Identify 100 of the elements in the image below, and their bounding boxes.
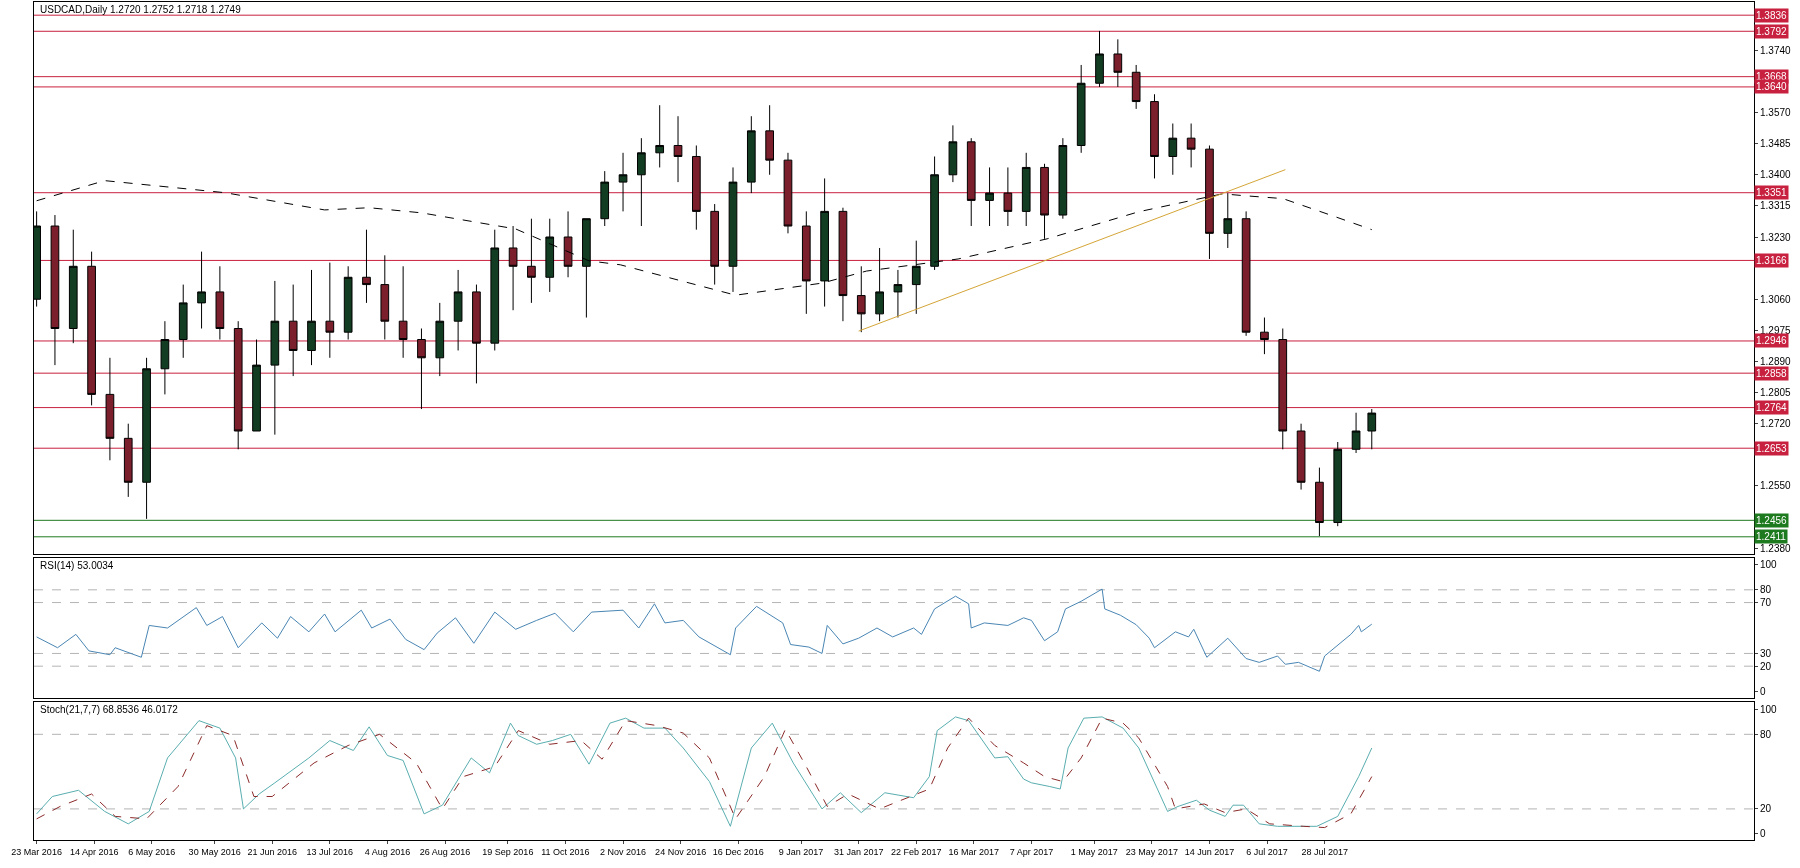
x-tick-label: 13 Jul 2016 <box>306 846 354 857</box>
candlestick <box>178 284 188 359</box>
candlestick <box>288 284 298 377</box>
y-tick-label: 1.3230 <box>1760 231 1792 243</box>
candlestick <box>105 357 115 461</box>
y-tick-label: 1.3060 <box>1760 293 1792 305</box>
x-tick-label: 16 Mar 2017 <box>948 846 1000 857</box>
ref-line-label: 1.2456 <box>1756 515 1788 526</box>
candlestick <box>142 357 151 520</box>
y-tick-label: 1.2550 <box>1760 480 1792 492</box>
candlestick <box>1241 210 1251 337</box>
candlestick <box>746 115 756 194</box>
candlestick <box>692 144 701 231</box>
candlestick <box>362 229 371 304</box>
ref-line-label: 1.2653 <box>1756 443 1788 454</box>
y-tick-label: 0 <box>1760 686 1766 698</box>
candlestick <box>87 251 96 406</box>
y-tick-label: 1.2380 <box>1760 542 1792 554</box>
y-tick-label: 1.3485 <box>1760 138 1792 150</box>
x-tick-label: 30 May 2016 <box>188 846 241 857</box>
candlestick <box>215 265 225 340</box>
chart-title: USDCAD,Daily 1.2720 1.2752 1.2718 1.2749 <box>40 4 242 15</box>
x-tick-label: 6 May 2016 <box>128 846 176 857</box>
x-tick-label: 16 Dec 2016 <box>712 846 764 857</box>
chart-title: Stoch(21,7,7) 68.8536 46.0172 <box>40 704 179 715</box>
candlestick <box>1333 441 1343 527</box>
candlestick <box>68 229 78 344</box>
y-tick-label: 0 <box>1760 828 1766 840</box>
candlestick <box>508 225 518 311</box>
candlestick <box>1367 408 1377 450</box>
y-tick-label: 1.3315 <box>1760 200 1792 212</box>
y-tick-label: 20 <box>1760 660 1772 672</box>
candlestick <box>252 339 261 432</box>
candlestick <box>472 284 481 384</box>
y-tick-label: 1.3400 <box>1760 169 1792 181</box>
x-tick-label: 21 Jun 2016 <box>247 846 297 857</box>
y-tick-label: 80 <box>1760 728 1772 740</box>
x-tick-label: 1 May 2017 <box>1070 846 1118 857</box>
candlestick <box>233 320 243 450</box>
candlestick <box>453 269 463 351</box>
x-tick-label: 28 Jul 2017 <box>1301 846 1348 857</box>
candlestick <box>765 104 774 176</box>
ref-line-label: 1.2946 <box>1756 335 1788 346</box>
candlestick <box>343 265 353 340</box>
candlestick <box>655 104 665 168</box>
x-tick-label: 11 Oct 2016 <box>541 846 590 857</box>
y-tick-label: 1.2805 <box>1760 387 1792 399</box>
y-tick-label: 30 <box>1760 647 1772 659</box>
x-tick-label: 7 Apr 2017 <box>1009 846 1054 857</box>
ref-line-label: 1.2411 <box>1756 531 1787 542</box>
candlestick <box>270 280 280 436</box>
chart-title: RSI(14) 53.0034 <box>40 560 114 571</box>
y-tick-label: 100 <box>1760 558 1778 570</box>
y-tick-label: 1.2975 <box>1760 324 1792 336</box>
x-tick-label: 9 Jan 2017 <box>778 846 824 857</box>
x-tick-label: 4 Aug 2016 <box>364 846 411 857</box>
y-tick-label: 1.3740 <box>1760 44 1792 56</box>
candlestick <box>1150 93 1159 179</box>
x-tick-label: 2 Nov 2016 <box>600 846 647 857</box>
y-tick-label: 100 <box>1760 703 1778 715</box>
y-tick-label: 80 <box>1760 584 1772 596</box>
candlestick <box>307 269 316 366</box>
x-tick-label: 23 Mar 2016 <box>11 846 62 857</box>
candlestick <box>1131 64 1141 110</box>
candlestick <box>197 251 206 330</box>
candlestick <box>1003 166 1013 227</box>
ref-line-label: 1.2858 <box>1756 368 1788 379</box>
candlestick <box>417 328 426 410</box>
candlestick <box>1168 123 1178 176</box>
candlestick <box>1021 152 1031 227</box>
candlestick <box>1296 423 1306 491</box>
candlestick <box>380 254 390 340</box>
candlestick <box>435 302 445 377</box>
line-series <box>36 588 1373 672</box>
x-tick-label: 6 Jul 2017 <box>1246 846 1288 857</box>
candlestick <box>1186 123 1196 168</box>
y-tick-label: 1.2720 <box>1760 418 1792 430</box>
x-tick-label: 23 May 2017 <box>1125 846 1178 857</box>
x-tick-label: 31 Jan 2017 <box>833 846 884 857</box>
candlestick <box>673 115 683 183</box>
candlestick <box>1278 328 1288 450</box>
x-tick-label: 24 Nov 2016 <box>655 846 707 857</box>
candlestick <box>563 210 573 278</box>
ref-line-label: 1.3351 <box>1756 187 1788 198</box>
candlestick <box>600 170 610 227</box>
candlestick <box>948 124 958 183</box>
candlestick <box>1113 38 1123 88</box>
ref-line-label: 1.3166 <box>1756 255 1788 266</box>
candlestick <box>160 320 170 395</box>
ref-line-label: 1.3836 <box>1756 10 1788 21</box>
candlestick <box>1058 137 1068 220</box>
x-tick-label: 22 Feb 2017 <box>890 846 942 857</box>
candlestick <box>1095 30 1104 88</box>
candlestick <box>1076 64 1086 154</box>
candlestick <box>801 210 811 315</box>
candlestick <box>893 269 903 319</box>
candlestick <box>966 137 976 227</box>
ref-line-label: 1.3792 <box>1756 26 1788 37</box>
candlestick <box>637 137 646 227</box>
candlestick <box>490 229 500 351</box>
